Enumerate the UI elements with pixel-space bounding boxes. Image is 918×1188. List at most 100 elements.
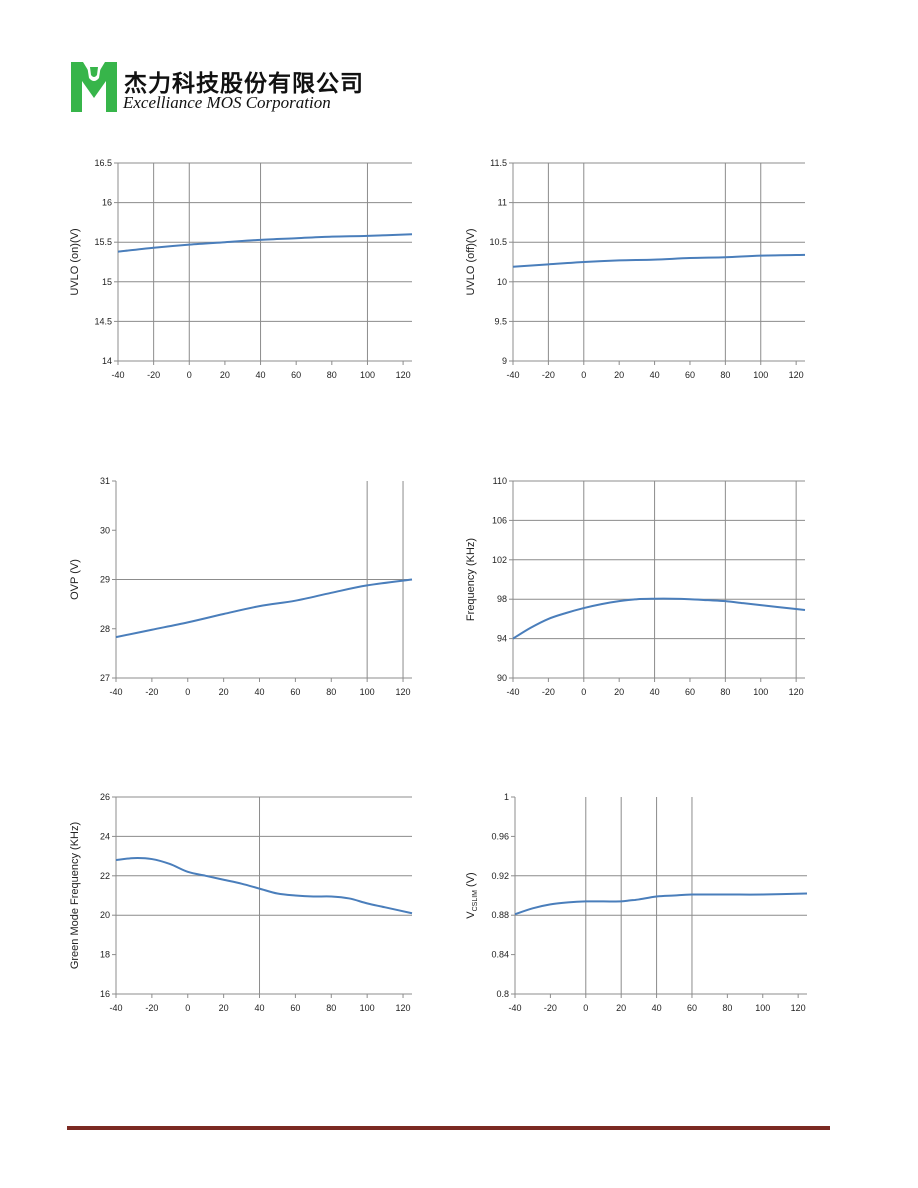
y-axis-label: VCSLIM (V) [465,872,479,918]
x-tick-label: 100 [360,687,375,697]
x-tick-label: -20 [145,687,158,697]
chart-frequency: -40 -20 0 20 40 60 80 100 120 90 94 98 102 106 110 Freq… [465,476,806,697]
x-tick-label: 20 [219,687,229,697]
company-name-chinese: 杰力科技股份有限公司 [124,70,364,97]
y-tick-label: 102 [492,555,507,565]
x-tick-label: 100 [360,370,375,380]
y-tick-label: 0.88 [491,910,509,920]
x-tick-label: 60 [685,687,695,697]
logo-m-icon [71,62,117,112]
y-tick-label: 15 [102,277,112,287]
x-tick-label: 100 [753,687,768,697]
x-tick-label: -20 [542,687,555,697]
x-tick-label: 60 [290,1003,300,1013]
x-tick-label: 80 [720,370,730,380]
footer-rule [67,1126,830,1130]
y-tick-label: 11.5 [490,158,507,168]
y-tick-label: 10 [497,277,507,287]
y-tick-label: 18 [100,950,110,960]
x-tick-label: 60 [291,370,301,380]
y-axis-label-main: V [465,911,477,919]
y-tick-label: 15.5 [94,237,112,247]
y-tick-label: 20 [100,910,110,920]
y-tick-label: 90 [497,673,507,683]
x-tick-label: 20 [219,1003,229,1013]
y-tick-label: 0.92 [491,871,509,881]
x-tick-label: -40 [109,687,122,697]
x-tick-label: 40 [652,1003,662,1013]
y-tick-label: 1 [504,792,509,802]
x-tick-label: 120 [396,1003,411,1013]
x-tick-label: 40 [255,687,265,697]
company-logo [71,62,117,112]
y-axis-label: UVLO (on)(V) [69,228,81,295]
x-tick-label: 100 [360,1003,375,1013]
x-tick-label: 80 [326,1003,336,1013]
x-tick-label: 120 [791,1003,806,1013]
chart-uvlo-on: -40 -20 0 20 40 60 80 100 120 14 14.5 15 15.5 16 16.5 U… [69,158,413,380]
x-tick-label: 80 [326,687,336,697]
x-tick-label: 20 [616,1003,626,1013]
y-tick-label: 14 [102,356,112,366]
x-tick-label: -20 [542,370,555,380]
y-tick-label: 0.96 [491,831,509,841]
y-tick-label: 106 [492,515,507,525]
x-tick-label: -40 [506,687,519,697]
x-tick-label: 100 [753,370,768,380]
x-tick-label: 40 [650,370,660,380]
x-tick-label: 20 [614,687,624,697]
y-tick-label: 9.5 [494,316,507,326]
x-tick-label: -20 [544,1003,557,1013]
series-line [512,253,806,268]
x-tick-label: 20 [220,370,230,380]
series-line [514,892,808,916]
y-axis-label: Frequency (KHz) [465,538,477,621]
series-line [512,597,806,640]
y-tick-label: 22 [100,871,110,881]
y-tick-label: 16.5 [94,158,112,168]
x-tick-label: 120 [396,370,411,380]
series-line [115,857,413,915]
x-tick-label: -40 [506,370,519,380]
x-tick-label: 0 [185,687,190,697]
x-tick-label: 100 [755,1003,770,1013]
y-axis-label: OVP (V) [69,559,81,600]
y-tick-label: 27 [100,673,110,683]
y-tick-label: 31 [100,476,110,486]
chart-uvlo-off: -40 -20 0 20 40 60 80 100 120 9 9.5 10 10.5 11 11.5 UVL… [465,158,806,380]
y-tick-label: 94 [497,634,507,644]
x-tick-label: 60 [685,370,695,380]
x-tick-label: 80 [327,370,337,380]
x-tick-label: 0 [581,687,586,697]
company-name-english: Excelliance MOS Corporation [123,93,331,112]
x-tick-label: 0 [187,370,192,380]
y-tick-label: 26 [100,792,110,802]
y-tick-label: 16 [100,989,110,999]
y-axis-label: UVLO (off)(V) [465,228,477,295]
chart-green-mode-frequency: -40 -20 0 20 40 60 80 100 120 16 18 20 22 24 26 Green M… [69,792,413,1013]
x-tick-label: 0 [583,1003,588,1013]
x-tick-label: 120 [789,687,804,697]
x-tick-label: 80 [720,687,730,697]
x-tick-label: 120 [789,370,804,380]
y-tick-label: 98 [497,594,507,604]
x-tick-label: -40 [111,370,124,380]
y-tick-label: 24 [100,831,110,841]
x-tick-label: 20 [614,370,624,380]
x-tick-label: 40 [255,1003,265,1013]
y-tick-label: 28 [100,624,110,634]
y-tick-label: 10.5 [489,237,507,247]
x-tick-label: 40 [650,687,660,697]
y-tick-label: 14.5 [94,316,112,326]
y-axis-label: Green Mode Frequency (KHz) [69,822,81,969]
y-tick-label: 30 [100,525,110,535]
x-tick-label: 60 [687,1003,697,1013]
y-tick-label: 11 [498,198,507,208]
y-tick-label: 16 [102,198,112,208]
x-tick-label: -20 [145,1003,158,1013]
x-tick-label: 80 [722,1003,732,1013]
x-tick-label: 40 [256,370,266,380]
chart-ovp: -40 -20 0 20 40 60 80 100 120 27 28 29 30 31 OVP (V) [69,476,413,697]
y-tick-label: 110 [493,476,507,486]
y-axis-label-subscript: CSLIM [472,890,479,912]
